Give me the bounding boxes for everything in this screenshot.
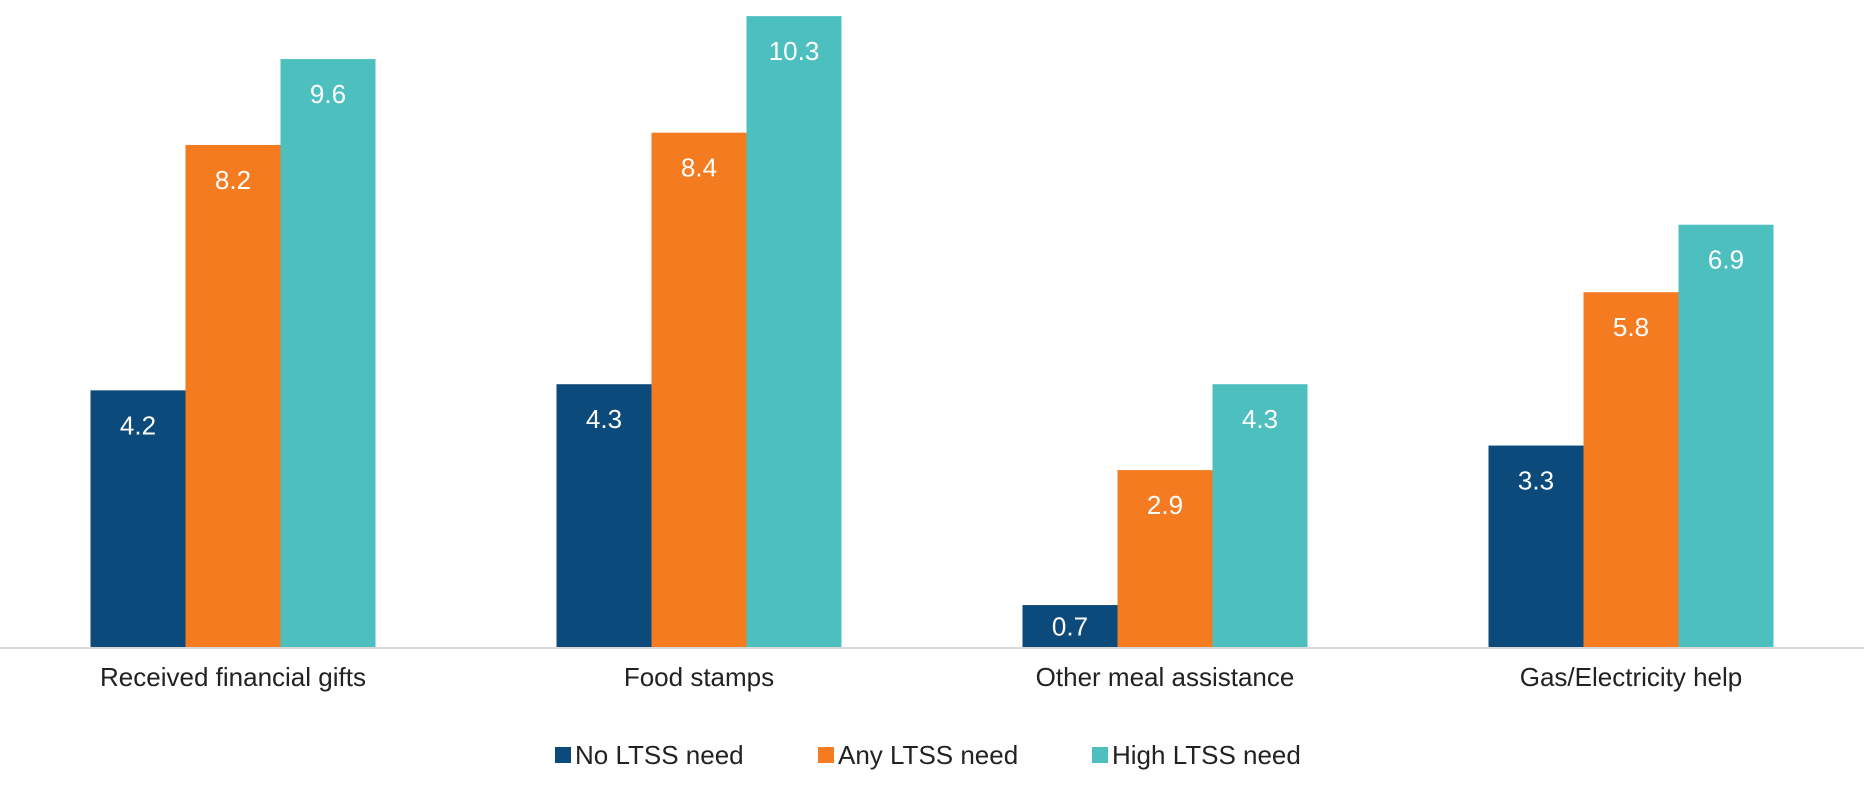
bar-2-3 — [1117, 470, 1213, 648]
category-label: Gas/Electricity help — [1520, 662, 1743, 692]
bar-1-2 — [556, 384, 652, 648]
bar-3-3 — [1212, 384, 1308, 648]
legend-swatch — [555, 747, 571, 763]
bar-1-1 — [90, 390, 186, 648]
category-labels: Received financial gifts Food stamps Other… — [100, 662, 1742, 692]
legend-label: Any LTSS need — [838, 740, 1018, 770]
data-label: 4.2 — [120, 410, 156, 440]
bar-1-3 — [1022, 605, 1118, 648]
data-label: 5.8 — [1613, 312, 1649, 342]
category-label: Food stamps — [624, 662, 774, 692]
legend: No LTSS need Any LTSS need High LTSS need — [555, 740, 1301, 770]
bars-group: 4.2 8.2 9.6 4.3 8.4 10.3 0.7 2.9 4.3 3.3 5.8 6.9 — [90, 16, 1774, 649]
data-label: 3.3 — [1518, 466, 1554, 496]
data-label: 4.3 — [586, 404, 622, 434]
bar-3-1 — [280, 59, 376, 649]
category-label: Received financial gifts — [100, 662, 366, 692]
legend-swatch — [1092, 747, 1108, 763]
category-label: Other meal assistance — [1036, 662, 1295, 692]
bar-1-4 — [1488, 445, 1584, 648]
bar-2-2 — [651, 132, 747, 648]
legend-label: No LTSS need — [575, 740, 744, 770]
data-label: 2.9 — [1147, 490, 1183, 520]
legend-swatch — [818, 747, 834, 763]
bar-3-4 — [1678, 224, 1774, 648]
data-label: 8.2 — [215, 165, 251, 195]
data-label: 9.6 — [310, 79, 346, 109]
data-label: 6.9 — [1708, 245, 1744, 275]
bar-2-1 — [185, 144, 281, 648]
data-label: 10.3 — [769, 36, 820, 66]
data-label: 8.4 — [681, 153, 717, 183]
legend-label: High LTSS need — [1112, 740, 1301, 770]
data-label: 0.7 — [1052, 612, 1088, 642]
data-label: 4.3 — [1242, 404, 1278, 434]
bar-3-2 — [746, 16, 842, 648]
bar-2-4 — [1583, 292, 1679, 648]
